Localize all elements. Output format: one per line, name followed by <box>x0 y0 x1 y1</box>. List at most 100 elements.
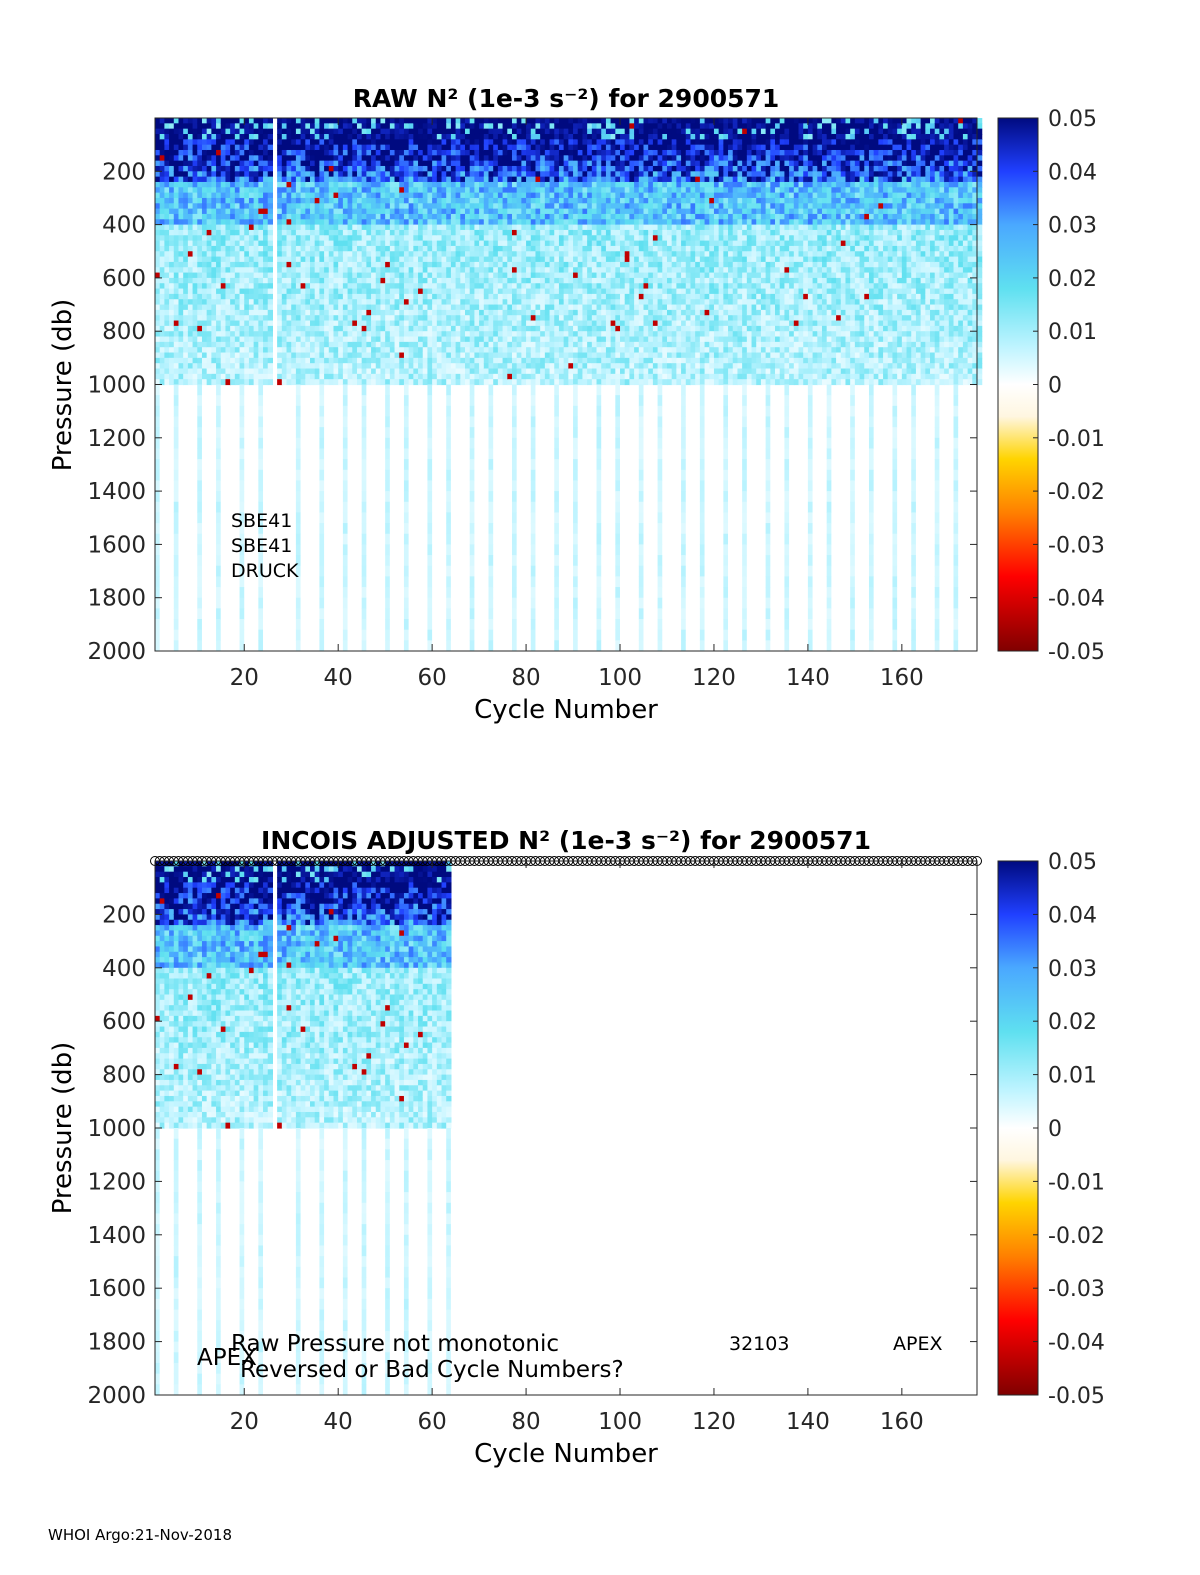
heat-cell <box>258 208 264 215</box>
heat-cell <box>488 347 494 354</box>
heat-cell <box>544 341 551 348</box>
heat-cell <box>511 357 518 364</box>
heat-cell <box>225 357 231 364</box>
heat-cell <box>295 176 302 183</box>
heat-cell <box>573 336 579 343</box>
heat-cell <box>239 309 245 316</box>
heat-cell <box>446 325 452 332</box>
heat-cell <box>305 213 311 220</box>
heat-cell <box>310 293 316 300</box>
heat-cell <box>253 144 259 151</box>
heat-cell <box>239 325 245 332</box>
heat-cell <box>328 336 335 343</box>
heat-cell <box>582 139 588 146</box>
heat-cell <box>441 331 447 338</box>
heat-cell <box>493 176 499 183</box>
heat-cell <box>197 155 203 162</box>
heat-cell <box>615 304 621 311</box>
heat-cell <box>587 208 593 215</box>
heat-cell <box>201 352 208 359</box>
heat-cell <box>516 368 522 375</box>
heat-cell <box>544 347 551 354</box>
heat-cell <box>582 240 588 247</box>
heat-cell <box>178 336 184 343</box>
heat-cell <box>352 331 358 338</box>
heat-cell <box>610 261 616 268</box>
heat-cell <box>380 304 386 311</box>
heat-cell <box>558 373 565 380</box>
heat-cell <box>192 267 198 274</box>
heat-cell <box>615 379 621 386</box>
heat-cell <box>253 320 259 327</box>
heat-cell <box>568 309 574 316</box>
heat-cell <box>460 139 466 146</box>
heat-cell <box>197 133 203 140</box>
heat-cell <box>408 267 414 274</box>
heat-cell <box>230 272 236 279</box>
heat-cell <box>234 347 241 354</box>
heat-cell <box>432 160 438 167</box>
heat-cell <box>568 123 574 130</box>
heat-cell <box>164 123 170 130</box>
heat-cell <box>511 347 518 354</box>
heat-cell <box>258 171 264 178</box>
heat-cell <box>258 363 264 370</box>
heat-cell <box>253 133 259 140</box>
heat-cell <box>502 368 508 375</box>
heat-cell <box>164 118 170 124</box>
heat-cell <box>328 256 335 263</box>
heat-cell <box>483 197 490 204</box>
heat-cell <box>526 165 532 172</box>
heat-cell <box>356 299 363 306</box>
heat-cell <box>573 309 579 316</box>
heat-cell <box>380 229 386 236</box>
heat-cell <box>300 304 306 311</box>
heat-cell <box>408 171 414 178</box>
heat-cell <box>601 347 607 354</box>
heat-cell <box>526 208 532 215</box>
heat-cell <box>507 379 513 386</box>
heat-cell <box>164 235 170 242</box>
heat-cell <box>526 155 532 162</box>
heat-cell <box>591 213 598 220</box>
heat-cell <box>263 213 269 220</box>
heat-cell <box>361 341 367 348</box>
heat-cell <box>469 144 475 151</box>
heat-cell <box>206 224 212 231</box>
heat-cell <box>197 192 203 199</box>
heat-cell <box>356 192 363 199</box>
heat-cell <box>596 197 602 204</box>
heat-cell <box>620 128 626 135</box>
heat-cell <box>310 309 316 316</box>
heat-cell <box>338 357 344 364</box>
heat-cell <box>427 309 433 316</box>
heat-cell <box>507 192 513 199</box>
heat-cell <box>380 181 386 188</box>
heat-cell <box>366 235 372 242</box>
heat-cell <box>277 229 283 236</box>
heat-cell <box>277 352 283 359</box>
heat-cell <box>310 267 316 274</box>
heat-cell <box>413 160 419 167</box>
heat-cell <box>239 149 245 156</box>
heat-cell <box>324 379 330 386</box>
heat-cell <box>497 272 504 279</box>
heat-cell <box>366 256 372 263</box>
heat-cell <box>281 165 288 172</box>
heat-cell <box>624 181 630 188</box>
heat-cell <box>324 187 330 194</box>
heat-cell <box>549 171 555 178</box>
heat-cell <box>399 118 405 124</box>
heat-cell <box>479 272 485 279</box>
heat-cell <box>544 133 551 140</box>
heat-cell <box>201 261 208 268</box>
heat-cell <box>465 272 471 279</box>
heat-cell <box>267 123 273 130</box>
heat-cell <box>413 304 419 311</box>
heat-cell <box>356 288 363 295</box>
heat-cell <box>577 336 584 343</box>
heat-cell <box>366 357 372 364</box>
heat-cell <box>225 347 231 354</box>
heat-cell <box>338 272 344 279</box>
heat-cell <box>587 309 593 316</box>
